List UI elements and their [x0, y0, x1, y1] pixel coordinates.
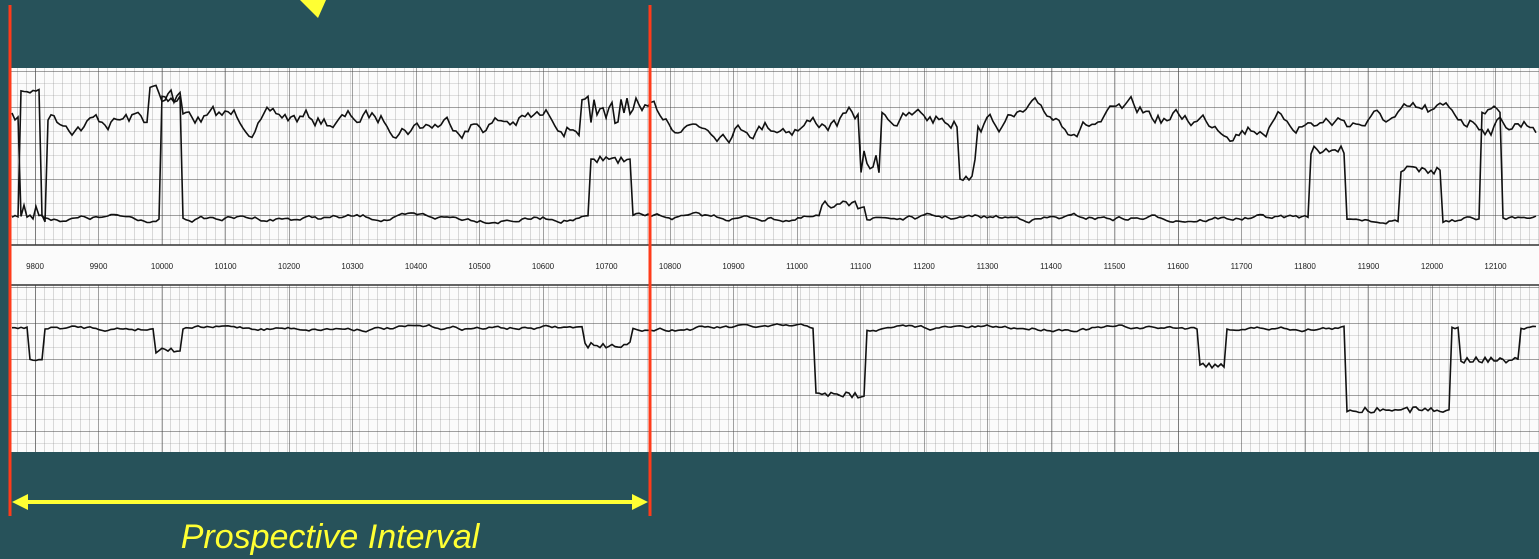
depth-label: 10600 [532, 262, 555, 271]
arrow-head [12, 494, 28, 510]
depth-label: 10300 [341, 262, 364, 271]
depth-label: 12100 [1484, 262, 1507, 271]
log-curves [11, 84, 1537, 414]
depth-label: 11400 [1040, 262, 1062, 271]
depth-label: 11600 [1167, 262, 1189, 271]
log-curve [12, 322, 1537, 414]
depth-label: 11800 [1294, 262, 1316, 271]
depth-label: 10200 [278, 262, 301, 271]
lower-grid-major [10, 285, 1539, 452]
log-strip [10, 68, 1539, 452]
pointer-arrow [300, 0, 326, 18]
depth-label: 9800 [26, 262, 44, 271]
interval-caption: Prospective Interval [181, 518, 481, 556]
log-curve [11, 88, 1537, 225]
depth-label: 10800 [659, 262, 682, 271]
depth-label: 11500 [1104, 262, 1126, 271]
arrow-head [632, 494, 648, 510]
depth-label: 10000 [151, 262, 174, 271]
depth-label: 10700 [595, 262, 618, 271]
depth-label: 11000 [786, 262, 808, 271]
upper-grid-major [10, 68, 1539, 245]
depth-label: 10500 [468, 262, 491, 271]
depth-label: 10400 [405, 262, 428, 271]
depth-label: 11100 [850, 262, 872, 271]
depth-label: 11200 [913, 262, 935, 271]
log-curve [11, 84, 1537, 223]
depth-label: 11900 [1358, 262, 1380, 271]
depth-label: 10100 [214, 262, 237, 271]
depth-label: 9900 [90, 262, 108, 271]
depth-label: 11300 [977, 262, 999, 271]
depth-label: 12000 [1421, 262, 1444, 271]
depth-label: 11700 [1231, 262, 1253, 271]
depth-label: 10900 [722, 262, 745, 271]
depth-labels: 9800 9900 10000 10100 10200 10300 10400 10500 10… [26, 262, 1507, 271]
